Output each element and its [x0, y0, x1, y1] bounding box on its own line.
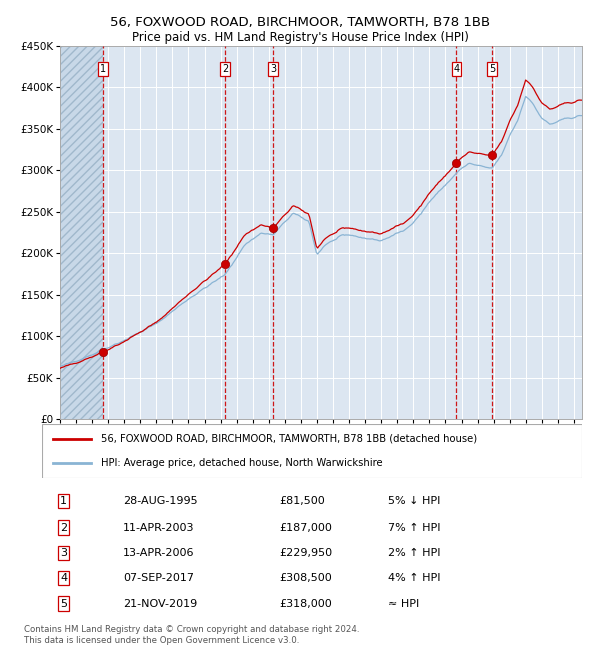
- FancyBboxPatch shape: [42, 424, 582, 478]
- Text: 5: 5: [60, 599, 67, 608]
- Text: 3: 3: [270, 64, 277, 73]
- Text: £318,000: £318,000: [280, 599, 332, 608]
- Text: £187,000: £187,000: [280, 523, 332, 532]
- Text: 2% ↑ HPI: 2% ↑ HPI: [388, 548, 440, 558]
- Text: 21-NOV-2019: 21-NOV-2019: [123, 599, 197, 608]
- Text: 56, FOXWOOD ROAD, BIRCHMOOR, TAMWORTH, B78 1BB: 56, FOXWOOD ROAD, BIRCHMOOR, TAMWORTH, B…: [110, 16, 490, 29]
- Text: 4: 4: [60, 573, 67, 583]
- Text: 28-AUG-1995: 28-AUG-1995: [123, 496, 197, 506]
- Text: 2: 2: [222, 64, 228, 73]
- Text: 11-APR-2003: 11-APR-2003: [123, 523, 194, 532]
- Text: ≈ HPI: ≈ HPI: [388, 599, 419, 608]
- Text: 56, FOXWOOD ROAD, BIRCHMOOR, TAMWORTH, B78 1BB (detached house): 56, FOXWOOD ROAD, BIRCHMOOR, TAMWORTH, B…: [101, 434, 478, 444]
- Text: 4: 4: [454, 64, 460, 73]
- Text: 1: 1: [100, 64, 106, 73]
- Text: 07-SEP-2017: 07-SEP-2017: [123, 573, 194, 583]
- Text: £229,950: £229,950: [280, 548, 333, 558]
- Text: £81,500: £81,500: [280, 496, 325, 506]
- Text: 4% ↑ HPI: 4% ↑ HPI: [388, 573, 440, 583]
- Text: HPI: Average price, detached house, North Warwickshire: HPI: Average price, detached house, Nort…: [101, 458, 383, 469]
- Text: £308,500: £308,500: [280, 573, 332, 583]
- Text: 3: 3: [60, 548, 67, 558]
- Text: 2: 2: [60, 523, 67, 532]
- Text: 7% ↑ HPI: 7% ↑ HPI: [388, 523, 440, 532]
- Text: 5% ↓ HPI: 5% ↓ HPI: [388, 496, 440, 506]
- Bar: [60, 46, 103, 419]
- Text: 5: 5: [489, 64, 495, 73]
- Text: Contains HM Land Registry data © Crown copyright and database right 2024.
This d: Contains HM Land Registry data © Crown c…: [24, 625, 359, 645]
- Text: 1: 1: [60, 496, 67, 506]
- Text: 13-APR-2006: 13-APR-2006: [123, 548, 194, 558]
- Text: Price paid vs. HM Land Registry's House Price Index (HPI): Price paid vs. HM Land Registry's House …: [131, 31, 469, 44]
